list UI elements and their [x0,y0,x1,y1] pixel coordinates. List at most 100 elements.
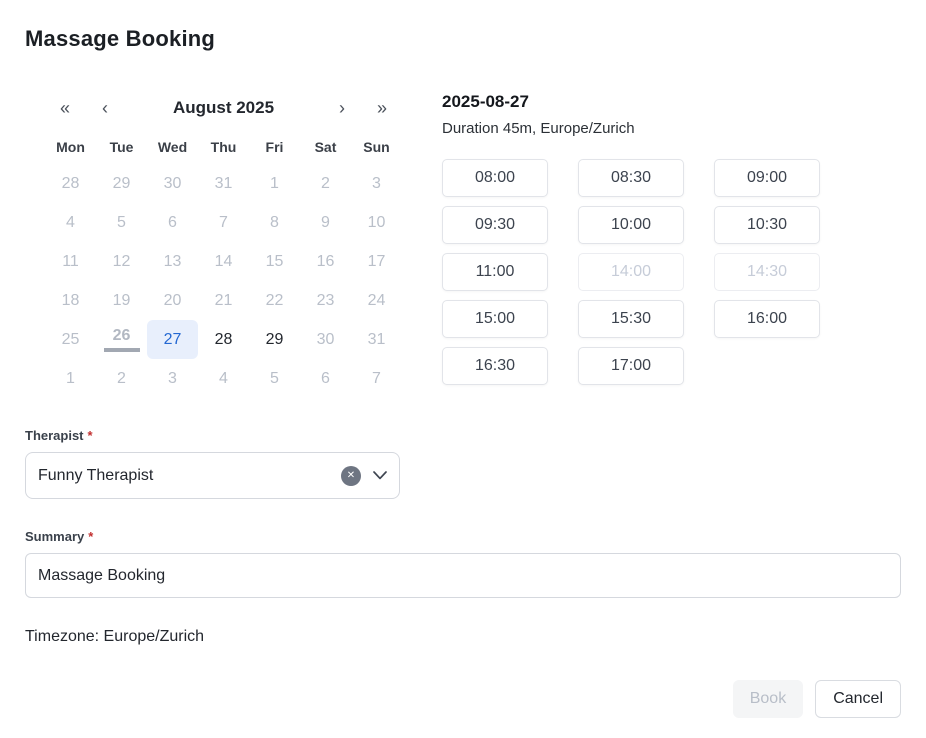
calendar-day-label: 3 [168,369,177,387]
next-month-button[interactable]: › [322,94,362,122]
calendar-day-31: 31 [351,320,402,359]
calendar-grid: Mon Tue Wed Thu Fri Sat Sun 28 29 30 31 1 2 3 4 5 6 7 8 9 10… [45,130,402,398]
calendar-day-20: 20 [147,281,198,320]
calendar-day-4: 4 [198,359,249,398]
timeslot-1500[interactable]: 15:00 [442,300,548,338]
calendar-day-label: 16 [316,252,335,270]
calendar-day-label: 25 [61,330,80,348]
timeslot-1000[interactable]: 10:00 [578,206,684,244]
calendar-day-13: 13 [147,242,198,281]
timeslot-0930[interactable]: 09:30 [442,206,548,244]
calendar-day-22: 22 [249,281,300,320]
calendar-day-31: 31 [198,164,249,203]
calendar-day-8: 8 [249,203,300,242]
calendar-day-label: 2 [117,369,126,387]
calendar-day-11: 11 [45,242,96,281]
calendar-day-12: 12 [96,242,147,281]
calendar-day-2: 2 [300,164,351,203]
calendar-day-label: 12 [112,252,131,270]
calendar-day-label: 26 [103,327,140,352]
weekday-label: Thu [210,139,237,155]
calendar-day-30: 30 [300,320,351,359]
calendar-day-29[interactable]: 29 [249,320,300,359]
calendar-day-label: 11 [62,252,79,270]
calendar-day-15: 15 [249,242,300,281]
chevron-down-icon[interactable] [373,471,387,480]
timeslot-0830[interactable]: 08:30 [578,159,684,197]
calendar-day-30: 30 [147,164,198,203]
prev-year-button[interactable]: « [45,94,85,122]
calendar-day-label: 7 [219,213,228,231]
calendar-day-19: 19 [96,281,147,320]
calendar-day-6: 6 [300,359,351,398]
timeslot-1100[interactable]: 11:00 [442,253,548,291]
calendar-day-label: 14 [214,252,233,270]
calendar-day-27-selected[interactable]: 27 [147,320,198,359]
next-year-button[interactable]: » [362,94,402,122]
therapist-selected-value: Funny Therapist [38,466,154,484]
calendar-day-label: 3 [372,174,381,192]
calendar-day-label: 30 [316,330,335,348]
calendar-day-6: 6 [147,203,198,242]
calendar-day-29: 29 [96,164,147,203]
calendar-day-label: 27 [163,330,182,348]
cancel-button[interactable]: Cancel [815,680,901,718]
book-button[interactable]: Book [732,680,804,718]
calendar-day-14: 14 [198,242,249,281]
calendar-day-label: 19 [112,291,131,309]
calendar-day-label: 9 [321,213,330,231]
therapist-label-text: Therapist [25,428,84,443]
calendar-day-28: 28 [45,164,96,203]
therapist-label: Therapist * [25,428,901,443]
calendar-day-label: 28 [61,174,80,192]
summary-label: Summary * [25,529,901,544]
calendar-day-label: 29 [265,330,284,348]
selected-date-heading: 2025-08-27 [442,92,529,111]
timeslot-1030[interactable]: 10:30 [714,206,820,244]
timeslot-1700[interactable]: 17:00 [578,347,684,385]
calendar-day-26: 26 [96,320,147,359]
timeslot-1600[interactable]: 16:00 [714,300,820,338]
summary-input[interactable] [25,553,901,598]
timeslot-0800[interactable]: 08:00 [442,159,548,197]
calendar-day-label: 10 [367,213,386,231]
timeslot-1630[interactable]: 16:30 [442,347,548,385]
calendar-day-label: 4 [219,369,228,387]
calendar-day-label: 30 [163,174,182,192]
calendar-day-25: 25 [45,320,96,359]
timeslot-panel: 2025-08-27 Duration 45m, Europe/Zurich 0… [442,84,820,385]
timeslot-0900[interactable]: 09:00 [714,159,820,197]
booking-top-section: « ‹ August 2025 › » Mon Tue Wed Thu Fri Sat Su… [25,84,901,398]
therapist-required-asterisk: * [87,428,93,443]
timeslot-1400: 14:00 [578,253,684,291]
calendar-day-9: 9 [300,203,351,242]
clear-selection-icon[interactable]: ✕ [341,465,361,486]
timeslot-grid: 08:00 08:30 09:00 09:30 10:00 10:30 11:00 14:00… [442,159,820,385]
duration-timezone-subtitle: Duration 45m, Europe/Zurich [442,120,635,137]
timezone-text: Timezone: Europe/Zurich [25,628,205,645]
calendar-day-10: 10 [351,203,402,242]
therapist-select[interactable]: Funny Therapist ✕ [25,452,400,499]
weekday-label: Sun [363,139,390,155]
timeslot-1530[interactable]: 15:30 [578,300,684,338]
calendar-day-label: 18 [61,291,80,309]
prev-month-button[interactable]: ‹ [85,94,125,122]
calendar-day-label: 21 [214,291,233,309]
calendar-day-label: 13 [163,252,182,270]
calendar-day-17: 17 [351,242,402,281]
calendar-day-5: 5 [249,359,300,398]
calendar: « ‹ August 2025 › » Mon Tue Wed Thu Fri Sat Su… [25,84,402,398]
calendar-day-label: 1 [66,369,75,387]
page-title: Massage Booking [25,26,216,51]
weekday-label: Mon [56,139,85,155]
weekday-label: Fri [265,139,284,155]
weekday-label: Sat [314,139,337,155]
calendar-day-7: 7 [198,203,249,242]
calendar-day-label: 15 [265,252,284,270]
calendar-day-28[interactable]: 28 [198,320,249,359]
calendar-day-label: 23 [316,291,335,309]
weekday-label: Wed [157,139,188,155]
calendar-day-label: 5 [117,213,126,231]
calendar-day-label: 29 [112,174,131,192]
